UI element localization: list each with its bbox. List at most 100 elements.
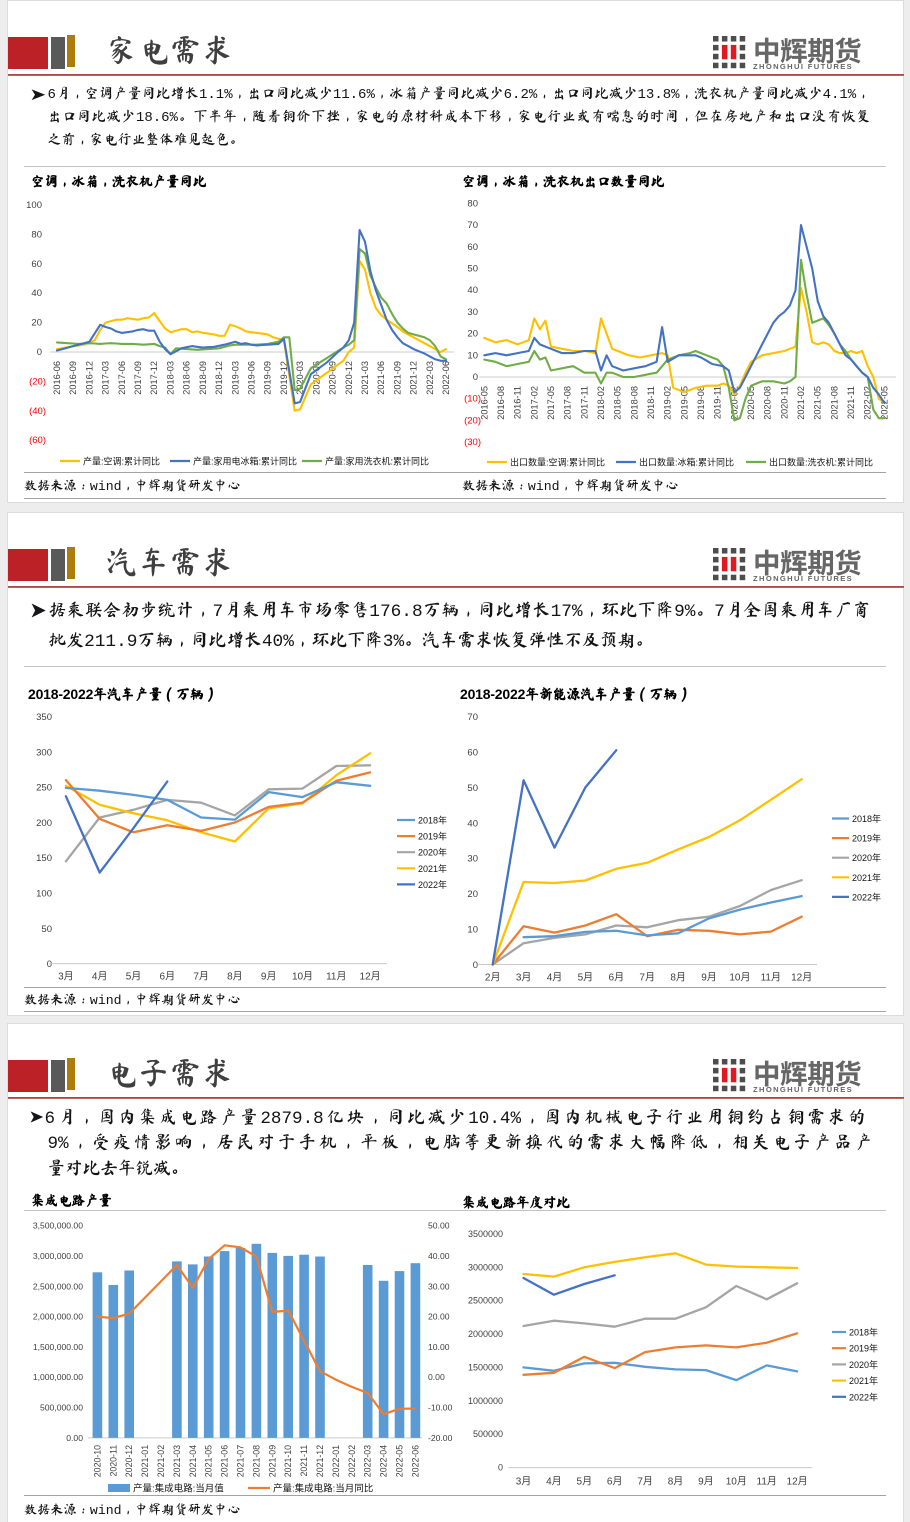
svg-text:2021-11: 2021-11 [299, 1445, 309, 1477]
svg-text:2000000: 2000000 [468, 1329, 503, 1339]
svg-text:-10.00: -10.00 [428, 1403, 453, 1413]
svg-text:2016-11: 2016-11 [513, 386, 523, 419]
svg-text:1000000: 1000000 [468, 1396, 503, 1406]
svg-text:2021年: 2021年 [849, 1375, 878, 1386]
svg-text:2020-05: 2020-05 [746, 386, 756, 420]
svg-text:10.00: 10.00 [428, 1342, 450, 1352]
svg-text:2020-12: 2020-12 [344, 361, 354, 395]
svg-text:2021-02: 2021-02 [796, 386, 806, 420]
svg-text:2021-05: 2021-05 [204, 1445, 214, 1477]
svg-text:(40): (40) [29, 406, 46, 417]
svg-text:2022年: 2022年 [852, 891, 881, 902]
svg-text:2020-03: 2020-03 [295, 361, 305, 395]
svg-text:40: 40 [467, 818, 478, 829]
svg-text:8月: 8月 [668, 1476, 684, 1488]
svg-text:3500000: 3500000 [468, 1229, 503, 1239]
svg-text:2021-09: 2021-09 [392, 361, 402, 395]
svg-text:(10): (10) [464, 394, 481, 405]
svg-text:0: 0 [37, 347, 42, 358]
svg-text:2020年: 2020年 [852, 852, 881, 863]
svg-text:2021-11: 2021-11 [846, 386, 856, 419]
svg-text:2016-09: 2016-09 [68, 361, 78, 395]
svg-text:3月: 3月 [516, 972, 532, 984]
svg-text:50: 50 [41, 924, 52, 935]
svg-text:2021-08: 2021-08 [251, 1445, 261, 1477]
svg-text:2021-12: 2021-12 [315, 1445, 325, 1477]
svg-text:2018年: 2018年 [418, 815, 447, 826]
svg-text:50: 50 [467, 783, 478, 794]
svg-text:2019-03: 2019-03 [230, 361, 240, 395]
svg-text:40: 40 [31, 288, 42, 299]
svg-text:10: 10 [467, 350, 478, 361]
svg-text:(20): (20) [464, 415, 481, 426]
svg-text:30.00: 30.00 [428, 1281, 450, 1291]
svg-text:2022-06: 2022-06 [441, 361, 451, 395]
svg-text:3,000,000.00: 3,000,000.00 [33, 1251, 83, 1261]
svg-text:出口数量:空调:累计同比: 出口数量:空调:累计同比 [510, 457, 605, 468]
svg-text:0: 0 [473, 960, 478, 971]
svg-text:-20.00: -20.00 [428, 1433, 453, 1443]
svg-text:300: 300 [36, 747, 52, 758]
svg-text:2021-09: 2021-09 [267, 1445, 277, 1477]
svg-text:2019-11: 2019-11 [713, 386, 723, 419]
svg-text:60: 60 [31, 259, 42, 270]
svg-text:9月: 9月 [698, 1476, 714, 1488]
svg-text:8月: 8月 [670, 972, 686, 984]
svg-text:出口数量:洗衣机:累计同比: 出口数量:洗衣机:累计同比 [769, 457, 873, 468]
svg-text:3月: 3月 [516, 1476, 532, 1488]
svg-text:2022-03: 2022-03 [425, 361, 435, 395]
svg-text:7月: 7月 [193, 971, 209, 983]
svg-text:2022-02: 2022-02 [347, 1445, 357, 1477]
svg-text:2500000: 2500000 [468, 1296, 503, 1306]
svg-text:2018年: 2018年 [852, 813, 881, 824]
svg-text:2021-04: 2021-04 [188, 1445, 198, 1477]
svg-text:50: 50 [467, 264, 478, 275]
svg-text:2021年: 2021年 [852, 872, 881, 883]
svg-text:2017-03: 2017-03 [101, 361, 111, 395]
svg-text:6月: 6月 [160, 971, 176, 983]
svg-text:2021-10: 2021-10 [283, 1445, 293, 1477]
svg-text:2021年: 2021年 [418, 863, 447, 874]
svg-text:10月: 10月 [292, 971, 313, 983]
svg-text:2022-05: 2022-05 [395, 1445, 405, 1477]
svg-text:10月: 10月 [729, 972, 750, 984]
svg-text:(20): (20) [29, 376, 46, 387]
svg-text:2022-02: 2022-02 [863, 386, 873, 420]
svg-text:2017-12: 2017-12 [149, 361, 159, 395]
svg-text:2021-12: 2021-12 [409, 361, 419, 395]
svg-text:11月: 11月 [326, 971, 346, 983]
svg-text:2019-02: 2019-02 [663, 386, 673, 420]
svg-text:2016-05: 2016-05 [479, 386, 489, 420]
svg-text:70: 70 [467, 712, 478, 723]
svg-text:12月: 12月 [787, 1476, 808, 1488]
svg-text:2022年: 2022年 [418, 879, 447, 890]
svg-text:2017-09: 2017-09 [133, 361, 143, 395]
svg-text:2022-06: 2022-06 [410, 1445, 420, 1477]
svg-text:2021-08: 2021-08 [829, 386, 839, 420]
svg-text:产量:家用电冰箱:累计同比: 产量:家用电冰箱:累计同比 [193, 456, 297, 467]
svg-text:0: 0 [498, 1463, 503, 1473]
svg-text:2020-12: 2020-12 [124, 1445, 134, 1477]
svg-text:9月: 9月 [701, 972, 717, 984]
svg-text:5月: 5月 [578, 972, 594, 984]
svg-text:2021-03: 2021-03 [172, 1445, 182, 1477]
svg-text:30: 30 [467, 854, 478, 865]
svg-text:20: 20 [31, 318, 42, 329]
svg-text:9月: 9月 [261, 971, 277, 983]
svg-text:产量:集成电路:当月同比: 产量:集成电路:当月同比 [273, 1483, 373, 1495]
svg-text:7月: 7月 [637, 1476, 653, 1488]
svg-text:2021-06: 2021-06 [376, 361, 386, 395]
svg-text:3月: 3月 [58, 971, 74, 983]
svg-text:7月: 7月 [639, 972, 655, 984]
svg-text:2017-05: 2017-05 [546, 386, 556, 420]
svg-text:2020-11: 2020-11 [108, 1445, 118, 1477]
svg-text:6月: 6月 [609, 972, 625, 984]
svg-text:12月: 12月 [360, 971, 381, 983]
svg-text:11月: 11月 [761, 972, 781, 984]
svg-text:2016-06: 2016-06 [52, 361, 62, 395]
svg-text:40: 40 [467, 285, 478, 296]
svg-text:2019年: 2019年 [852, 833, 881, 844]
svg-text:0: 0 [473, 372, 478, 383]
svg-text:2018-03: 2018-03 [166, 361, 176, 395]
svg-text:2019-12: 2019-12 [279, 361, 289, 395]
